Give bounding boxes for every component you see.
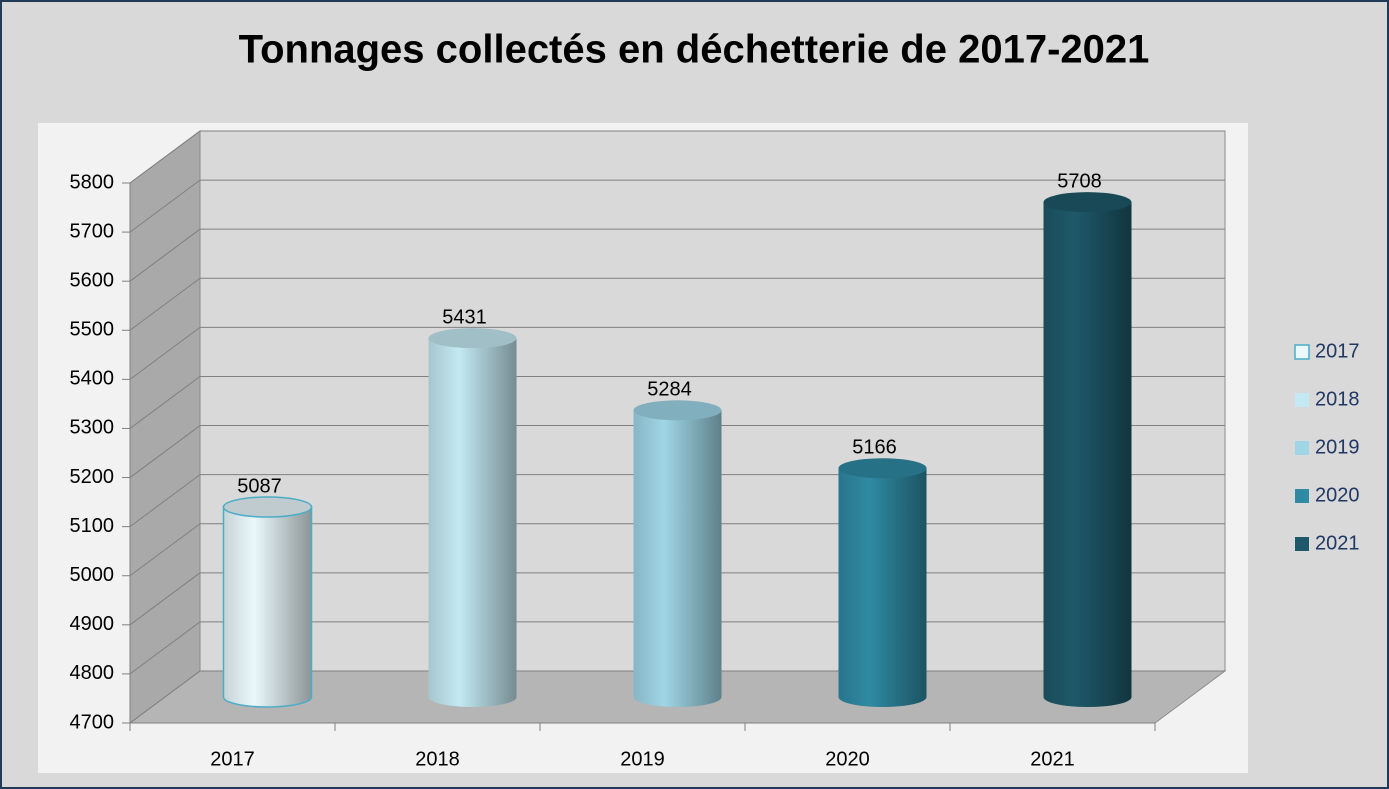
y-tick-label: 4800 (70, 662, 115, 684)
cylinder-top (838, 458, 927, 479)
grid-line (129, 326, 201, 380)
y-tick-label: 5600 (70, 269, 115, 291)
legend-swatch (1295, 537, 1309, 551)
y-tick-label: 5700 (70, 220, 115, 242)
cylinder-top (633, 400, 722, 421)
grid-line (129, 572, 201, 626)
y-tick-label: 5500 (70, 319, 115, 341)
data-label: 5284 (647, 379, 692, 401)
cylinder-top (1043, 192, 1132, 213)
legend-swatch (1294, 344, 1310, 360)
x-tick-label: 2020 (825, 748, 870, 770)
cylinder-body (222, 506, 313, 708)
grid-line (129, 228, 201, 282)
y-tick-label: 5200 (70, 466, 115, 488)
cylinder-body (1043, 202, 1132, 708)
cylinder-top (222, 496, 313, 518)
legend-label: 2017 (1315, 340, 1360, 362)
data-label: 5166 (852, 437, 897, 459)
y-tick-label: 4700 (70, 711, 115, 733)
x-tick-label: 2018 (415, 748, 460, 770)
grid-line (129, 277, 201, 331)
grid-line (129, 376, 201, 429)
y-tick-label: 5300 (70, 417, 115, 439)
data-label: 5431 (442, 306, 487, 328)
cylinder-body (838, 468, 927, 708)
legend-label: 2021 (1315, 532, 1360, 554)
grid-line (129, 523, 201, 577)
cylinder-body (633, 410, 722, 708)
y-tick-label: 4900 (70, 613, 115, 635)
grid-line (129, 425, 201, 478)
data-label: 5708 (1057, 170, 1102, 192)
grid-line (129, 179, 201, 233)
data-label: 5087 (237, 475, 282, 497)
legend-label: 2019 (1315, 436, 1360, 458)
y-tick-label: 5400 (70, 368, 115, 390)
y-tick-label: 5800 (70, 171, 115, 193)
cylinder (633, 400, 722, 708)
x-tick-label: 2021 (1030, 748, 1075, 770)
legend-swatch (1295, 489, 1309, 503)
grid-line (129, 474, 201, 528)
legend-label: 2020 (1315, 484, 1360, 506)
legend-label: 2018 (1315, 388, 1360, 410)
grid-line (129, 621, 201, 675)
y-tick-label: 5100 (70, 515, 115, 537)
cylinder (428, 328, 517, 708)
cylinder-body (428, 338, 517, 708)
left-wall (129, 130, 201, 724)
legend-swatch (1295, 441, 1309, 455)
legend-swatch (1295, 393, 1309, 407)
grid-line (129, 670, 201, 724)
cylinder (222, 496, 313, 708)
x-tick-label: 2019 (620, 748, 665, 770)
grid-line (129, 130, 201, 184)
cylinder-top (428, 328, 517, 349)
chart-title: Tonnages collectés en déchetterie de 201… (239, 28, 1150, 72)
cylinder (838, 458, 927, 708)
cylinder (1043, 192, 1132, 708)
x-tick-label: 2017 (210, 748, 255, 770)
y-tick-label: 5000 (70, 564, 115, 586)
